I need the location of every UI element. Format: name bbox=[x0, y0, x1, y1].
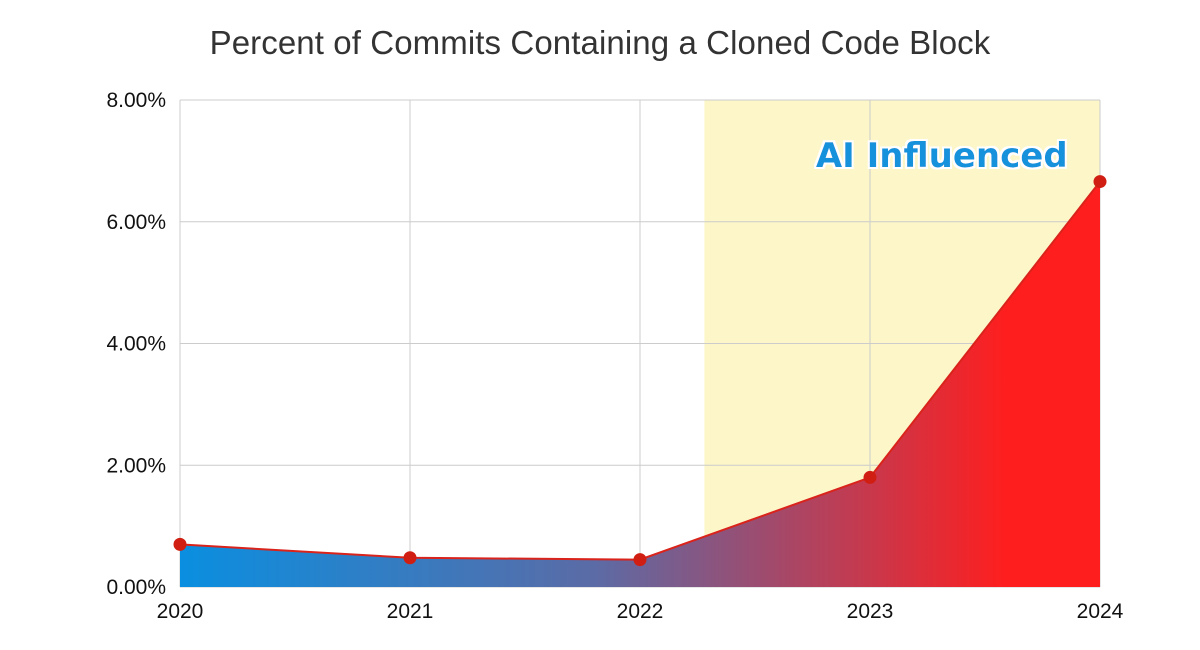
y-tick-label: 8.00% bbox=[106, 89, 166, 112]
x-tick-label: 2021 bbox=[387, 600, 434, 623]
x-tick-label: 2024 bbox=[1077, 600, 1124, 623]
x-axis-tick-labels: 2020 2021 2022 2023 2024 bbox=[157, 600, 1124, 623]
y-axis-tick-labels: 0.00% 2.00% 4.00% 6.00% 8.00% bbox=[106, 89, 166, 599]
y-tick-label: 6.00% bbox=[106, 211, 166, 234]
x-tick-label: 2022 bbox=[617, 600, 664, 623]
x-tick-label: 2020 bbox=[157, 600, 204, 623]
data-markers bbox=[173, 175, 1107, 567]
ai-influenced-label: AI Influenced bbox=[816, 136, 1068, 176]
data-point-2023 bbox=[863, 470, 877, 484]
y-tick-label: 0.00% bbox=[106, 576, 166, 599]
data-point-2021 bbox=[403, 551, 417, 565]
chart-title: Percent of Commits Containing a Cloned C… bbox=[209, 24, 991, 61]
data-point-2022 bbox=[633, 553, 647, 567]
y-tick-label: 2.00% bbox=[106, 454, 166, 477]
x-tick-label: 2023 bbox=[847, 600, 894, 623]
area-fill bbox=[180, 181, 1100, 587]
y-tick-label: 4.00% bbox=[106, 333, 166, 356]
data-point-2020 bbox=[173, 537, 187, 551]
data-point-2024 bbox=[1093, 175, 1107, 189]
